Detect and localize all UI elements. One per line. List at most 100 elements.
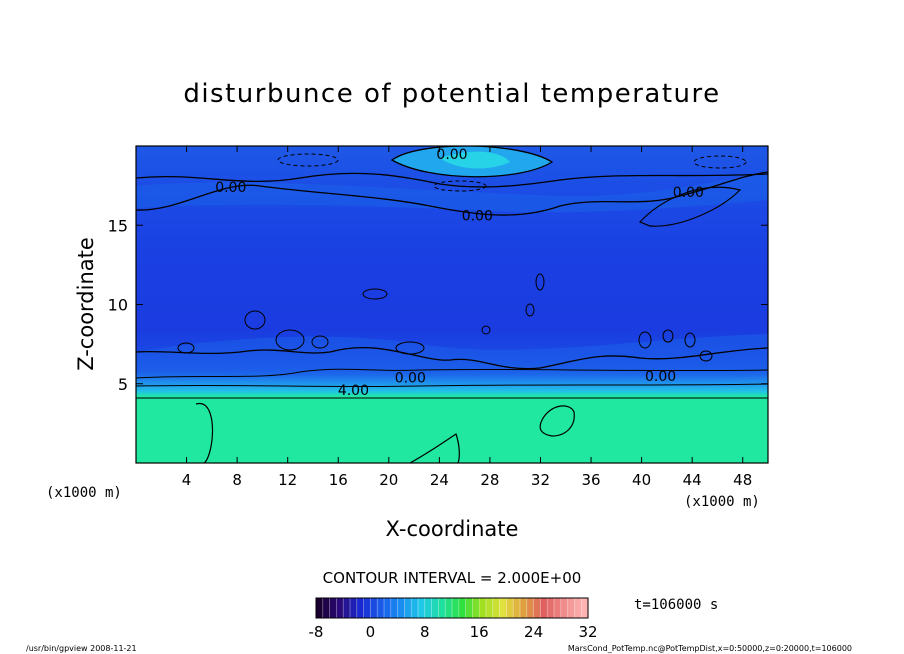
x-axis-label: X-coordinate [386, 517, 519, 541]
colorbar-cell-8 [370, 598, 378, 618]
x-ticks: 4 8 12 16 20 24 28 32 36 40 44 48 [182, 146, 752, 489]
x-unit-left: (x1000 m) [46, 485, 122, 501]
x-tick-label-5: 24 [430, 471, 449, 489]
colorbar-label-3: 16 [470, 623, 489, 641]
time-label: t=106000 s [634, 597, 718, 613]
x-tick-label-3: 16 [329, 471, 348, 489]
colorbar-cell-1 [322, 598, 331, 618]
x-tick-label-0: 4 [182, 471, 192, 489]
colorbar-cell-34 [547, 598, 555, 618]
contour-dashed-2 [693, 155, 747, 169]
contour-label-5: 0.00 [645, 369, 676, 385]
contour-zero-low [136, 346, 768, 370]
colorbar-tick-labels: -8 0 8 16 24 32 [309, 623, 598, 641]
colorbar-cell-5 [350, 598, 358, 618]
contour-surface-cell-left [195, 402, 214, 463]
colorbar-label-0: -8 [309, 623, 324, 641]
colorbar [315, 598, 589, 618]
colorbar-cell-19 [445, 598, 453, 618]
band-upper-core [440, 151, 510, 169]
colorbar-cell-31 [526, 598, 535, 618]
y-tick-label-1: 10 [108, 296, 128, 315]
plot-area: 0.00 0.00 0.00 0.00 0.00 0.00 4.00 [136, 146, 768, 463]
x-tick-label-4: 20 [379, 471, 398, 489]
colorbar-cell-20 [452, 598, 460, 618]
colorbar-cell-16 [424, 598, 433, 618]
contour-layer-2 [136, 368, 768, 379]
colorbar-cell-13 [404, 598, 412, 618]
contour-interval: CONTOUR INTERVAL = 2.000E+00 [323, 569, 582, 587]
contour-surface-cell-mid [409, 433, 460, 463]
colorbar-cell-0 [316, 598, 324, 618]
chart-title: disturbunce of potential temperature [183, 79, 720, 109]
y-tick-label-0: 5 [118, 375, 128, 394]
x-tick-label-11: 48 [733, 471, 752, 489]
colorbar-cell-35 [554, 598, 562, 618]
contour-label-3: 0.00 [462, 209, 493, 225]
colorbar-cell-24 [479, 598, 487, 618]
contour-label-0: 0.00 [436, 147, 467, 163]
colorbar-cell-11 [390, 598, 399, 618]
colorbar-cell-38 [574, 598, 582, 618]
contour-label-6: 4.00 [338, 383, 369, 399]
colorbar-label-5: 32 [578, 623, 597, 641]
contour-label-1: 0.00 [215, 180, 246, 196]
colorbar-cell-36 [560, 598, 569, 618]
contour-zero-top [136, 172, 768, 188]
colorbar-label-1: 0 [366, 623, 376, 641]
colorbar-cell-39 [581, 598, 589, 618]
x-tick-label-6: 28 [480, 471, 499, 489]
y-tick-label-2: 15 [108, 216, 128, 235]
colorbar-cell-17 [431, 598, 439, 618]
colorbar-cell-32 [533, 598, 541, 618]
colorbar-label-4: 24 [524, 623, 543, 641]
colorbar-cell-26 [492, 598, 501, 618]
colorbar-cell-21 [458, 598, 467, 618]
footer-left: /usr/bin/gpview 2008-11-21 [26, 644, 137, 653]
colorbar-cell-18 [438, 598, 446, 618]
contour-upper-cell [390, 146, 554, 178]
contour-surface-cell-right [539, 405, 575, 437]
contour-dashed-3 [433, 180, 487, 192]
contour-dashed-1 [277, 153, 339, 167]
colorbar-cell-9 [377, 598, 385, 618]
colorbar-cell-10 [384, 598, 392, 618]
colorbar-cell-15 [418, 598, 426, 618]
band-lower-strip [136, 334, 768, 372]
colorbar-cell-27 [499, 598, 507, 618]
colorbar-cell-4 [343, 598, 351, 618]
colorbar-cell-33 [540, 598, 548, 618]
colorbar-cell-28 [506, 598, 514, 618]
surface-layer [136, 400, 768, 463]
colorbar-label-2: 8 [420, 623, 430, 641]
colorbar-frame [315, 597, 589, 619]
y-axis-label: Z-coordinate [74, 237, 98, 371]
colorbar-cell-3 [336, 598, 344, 618]
contour-right-plume [638, 186, 742, 227]
contour-small-cells [177, 273, 713, 362]
colorbar-cell-6 [356, 598, 365, 618]
colorbar-cell-29 [513, 598, 521, 618]
x-tick-label-1: 8 [232, 471, 242, 489]
x-tick-label-2: 12 [278, 471, 297, 489]
x-tick-label-7: 32 [531, 471, 550, 489]
colorbar-cell-22 [465, 598, 473, 618]
y-unit-right: (x1000 m) [684, 494, 760, 510]
colorbar-cell-12 [397, 598, 405, 618]
footer-right: MarsCond_PotTemp.nc@PotTempDist,x=0:5000… [568, 644, 852, 653]
y-ticks: 5 10 15 [108, 216, 768, 394]
x-tick-label-8: 36 [581, 471, 600, 489]
contour-zero-upper [136, 171, 768, 216]
colorbar-cell-14 [411, 598, 419, 618]
colorbar-cell-25 [486, 598, 494, 618]
x-tick-label-9: 40 [632, 471, 651, 489]
colorbar-cell-30 [520, 598, 528, 618]
x-tick-label-10: 44 [683, 471, 702, 489]
contour-layer-1 [136, 383, 768, 388]
contour-label-2: 0.00 [673, 185, 704, 201]
contour-label-4: 0.00 [395, 370, 426, 386]
colorbar-cell-7 [363, 598, 371, 618]
colorbar-cell-2 [329, 598, 337, 618]
contour-label-group: 0.00 0.00 0.00 0.00 0.00 0.00 4.00 [215, 147, 704, 399]
